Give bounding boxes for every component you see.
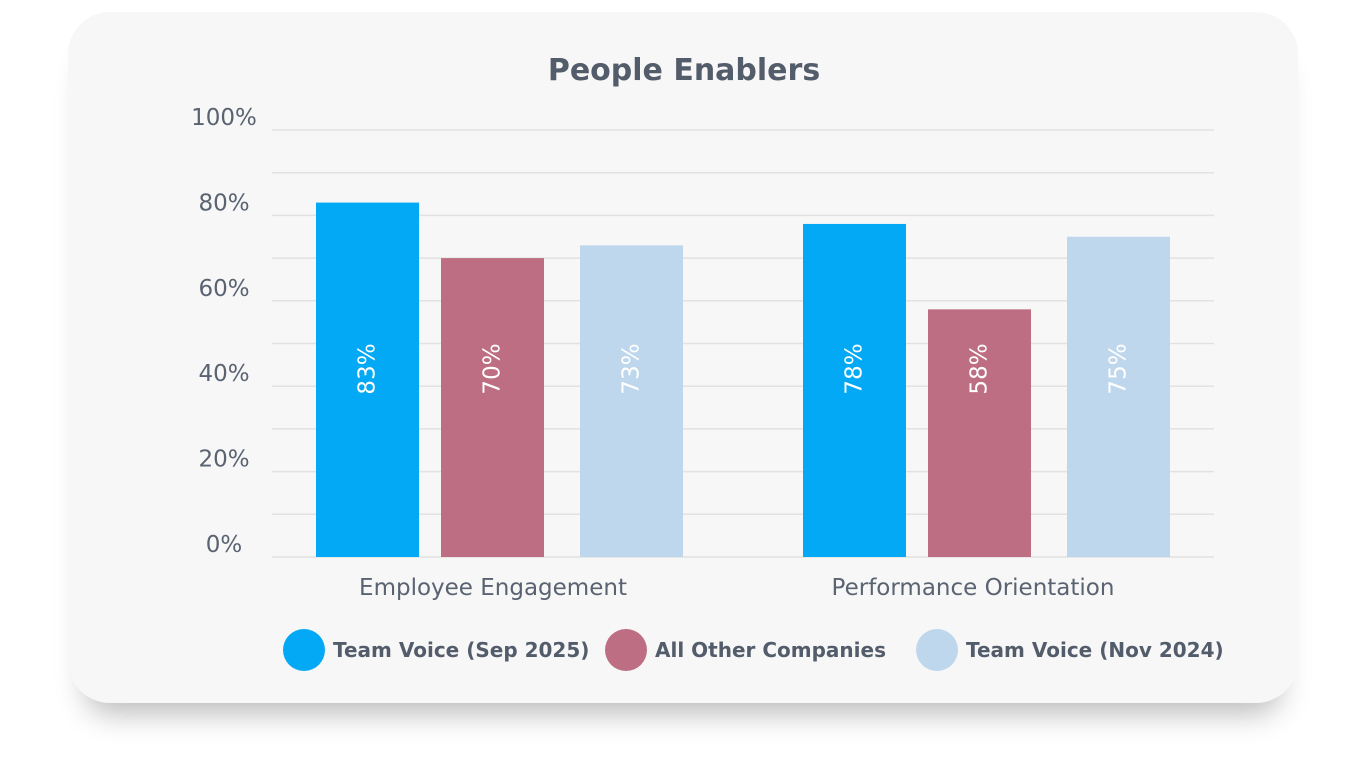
bar	[1067, 236, 1170, 557]
data-label: 83%	[355, 343, 381, 394]
bar	[316, 202, 419, 557]
y-tick-label: 20%	[198, 447, 249, 473]
legend-swatch	[605, 629, 647, 671]
legend-item[interactable]: Team Voice (Sep 2025)	[283, 629, 589, 671]
y-tick-label: 80%	[198, 190, 249, 216]
data-label: 75%	[1106, 343, 1132, 394]
chart-title: People Enablers	[548, 53, 820, 88]
bar	[580, 245, 683, 558]
legend-label: Team Voice (Sep 2025)	[333, 638, 589, 662]
y-tick-label: 60%	[198, 276, 249, 302]
data-label: 78%	[842, 343, 868, 394]
legend-item[interactable]: All Other Companies	[605, 629, 886, 671]
legend-label: Team Voice (Nov 2024)	[966, 638, 1224, 662]
bar	[803, 223, 906, 557]
y-tick-label: 40%	[198, 361, 249, 387]
y-tick-label: 100%	[191, 105, 257, 131]
data-label: 70%	[480, 343, 506, 394]
legend-swatch	[916, 629, 958, 671]
data-label: 58%	[967, 343, 993, 394]
legend-item[interactable]: Team Voice (Nov 2024)	[916, 629, 1224, 671]
data-label: 73%	[619, 343, 645, 394]
x-category-label: Employee Engagement	[359, 575, 627, 601]
x-category-label: Performance Orientation	[832, 575, 1115, 601]
legend-swatch	[283, 629, 325, 671]
bar	[928, 309, 1031, 557]
bar	[441, 258, 544, 557]
legend-label: All Other Companies	[655, 638, 886, 662]
y-tick-label: 0%	[206, 532, 243, 558]
